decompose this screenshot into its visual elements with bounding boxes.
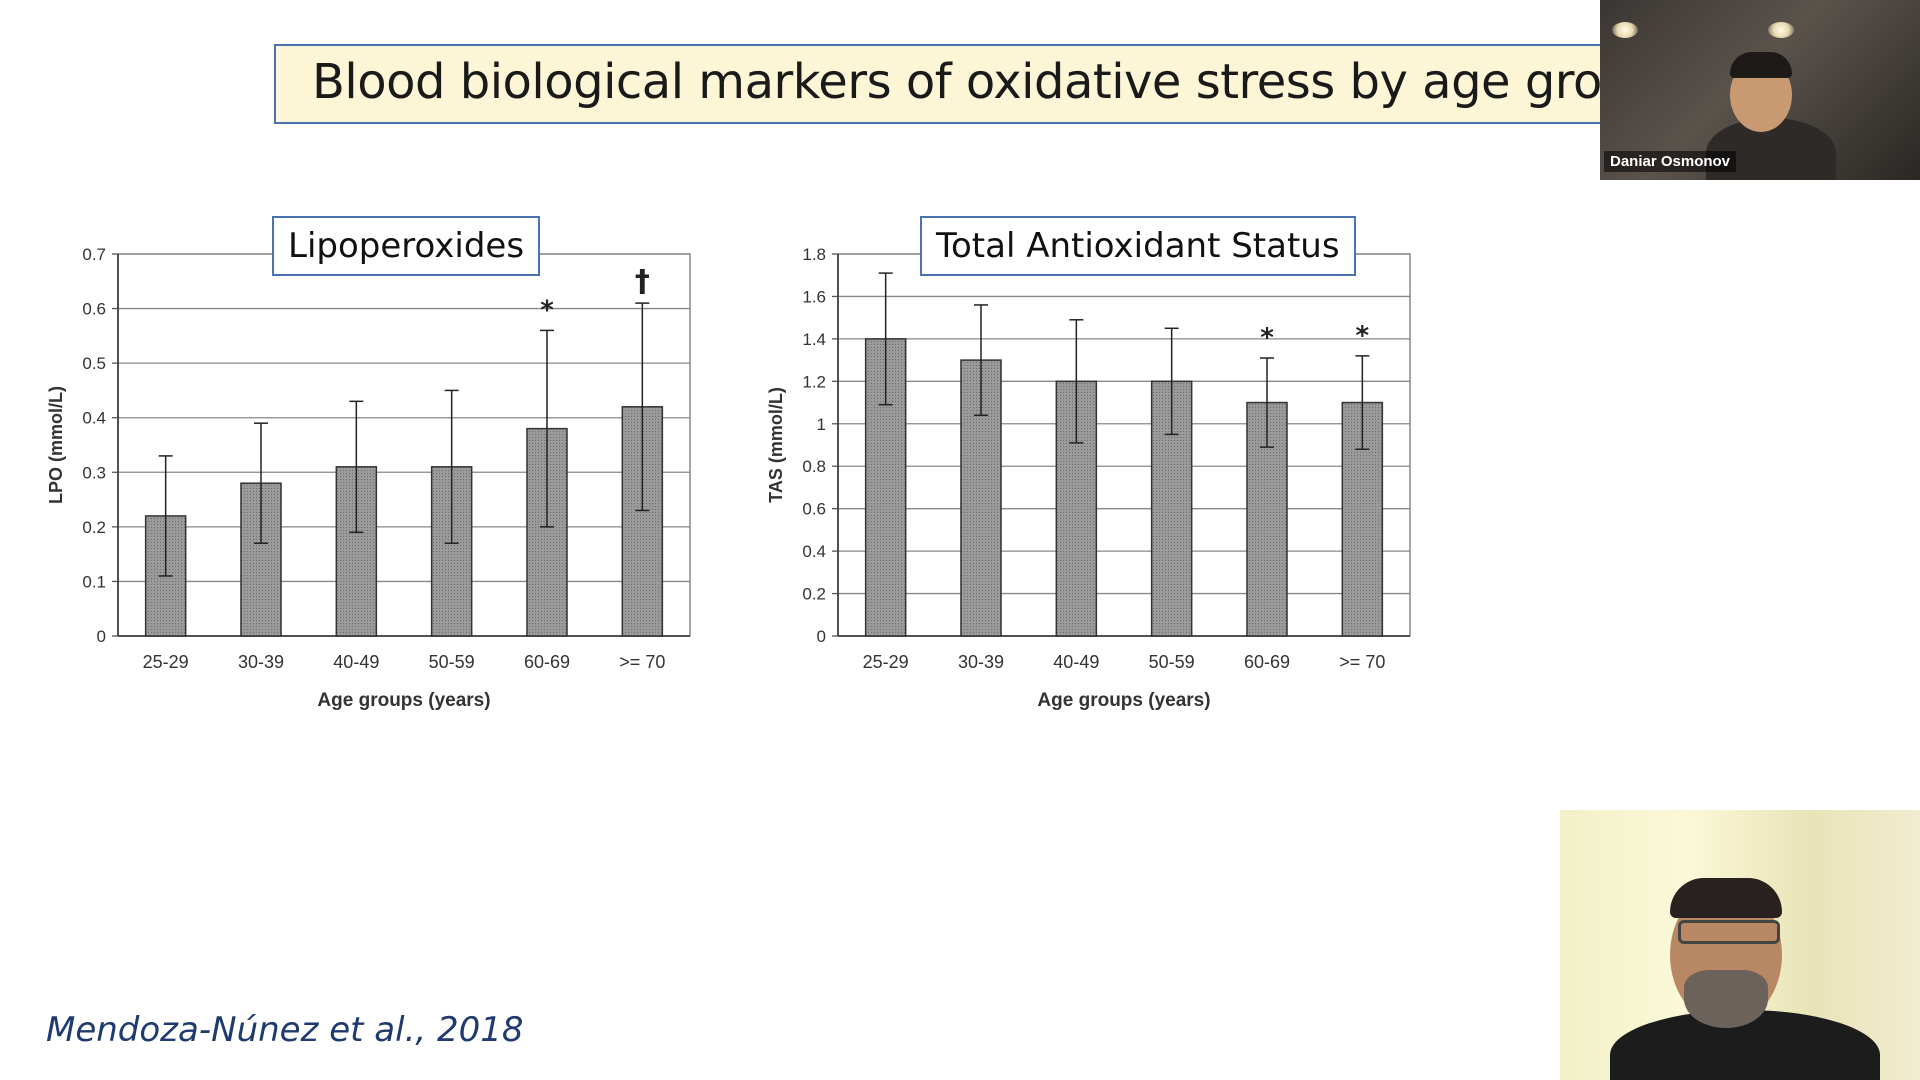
x-tick-label: 40-49: [1053, 652, 1099, 672]
x-tick-label: 60-69: [1244, 652, 1290, 672]
participant-hair: [1730, 52, 1792, 78]
participant-video-top[interactable]: Daniar Osmonov: [1600, 0, 1920, 180]
significance-marker: †: [635, 264, 650, 299]
plot-frame: [837, 253, 1411, 637]
x-axis-label: Age groups (years): [1037, 690, 1210, 711]
x-axis-label: Age groups (years): [317, 690, 490, 711]
slide-title: Blood biological markers of oxidative st…: [312, 54, 1604, 110]
x-tick-label: 25-29: [863, 652, 909, 672]
y-tick-label: 1.6: [802, 287, 826, 306]
significance-marker: *: [1356, 321, 1370, 351]
x-tick-label: 60-69: [524, 652, 570, 672]
glasses-icon: [1678, 920, 1780, 944]
x-tick-label: 50-59: [1149, 652, 1195, 672]
participant-video-bottom[interactable]: [1560, 810, 1920, 1080]
y-tick-label: 1.2: [802, 372, 826, 391]
lamp-light: [1612, 22, 1638, 38]
y-tick-label: 0.5: [82, 354, 106, 373]
x-tick-label: 30-39: [958, 652, 1004, 672]
y-tick-label: 0.4: [802, 542, 826, 561]
tas-chart-svg: 0 0.2 0.4 0.6 0.8 1 1.2 1.4 1.6 1.8 25-29 30-39 40-4…: [766, 245, 1411, 711]
y-tick-label: 0.3: [82, 463, 106, 482]
bar: [1055, 380, 1098, 637]
x-tick-label: 50-59: [429, 652, 475, 672]
y-tick-label: 0.6: [802, 500, 826, 519]
y-tick-label: 0.6: [82, 300, 106, 319]
x-tick-label: >= 70: [619, 652, 665, 672]
participant-name-tag: Daniar Osmonov: [1604, 151, 1737, 172]
lipoperoxides-chart-svg: 0 0.1 0.2 0.3 0.4 0.5 0.6 0.7 25-29 30-39 40-49 50-…: [46, 245, 691, 711]
y-tick-label: 0.4: [82, 409, 106, 428]
y-axis-label: TAS (mmol/L): [766, 387, 786, 503]
lamp-light: [1768, 22, 1794, 38]
y-tick-label: 1: [817, 415, 826, 434]
y-tick-label: 0: [97, 627, 106, 646]
lipoperoxides-chart: 0 0.1 0.2 0.3 0.4 0.5 0.6 0.7 25-29 30-39 40-49 50-…: [40, 200, 760, 720]
x-tick-label: 25-29: [143, 652, 189, 672]
significance-marker: *: [540, 295, 554, 325]
y-tick-label: 1.8: [802, 245, 826, 264]
participant-hair: [1670, 878, 1782, 918]
y-axis-label: LPO (mmol/L): [46, 386, 66, 504]
plot-frame: [117, 253, 691, 637]
y-tick-label: 0: [817, 627, 826, 646]
participant-beard: [1684, 970, 1768, 1028]
slide-title-box: Blood biological markers of oxidative st…: [274, 44, 1604, 124]
citation: Mendoza-Núnez et al., 2018: [46, 1010, 524, 1050]
lipoperoxides-chart-title: Lipoperoxides: [272, 216, 541, 276]
tas-chart-title: Total Antioxidant Status: [920, 216, 1356, 276]
y-tick-label: 0.7: [82, 245, 106, 264]
significance-marker: *: [1260, 323, 1274, 353]
tas-chart: 0 0.2 0.4 0.6 0.8 1 1.2 1.4 1.6 1.8 25-29 30-39 40-4…: [760, 200, 1480, 720]
x-tick-label: 40-49: [333, 652, 379, 672]
x-tick-label: 30-39: [238, 652, 284, 672]
y-tick-label: 1.4: [802, 330, 826, 349]
y-tick-label: 0.2: [802, 585, 826, 604]
y-tick-label: 0.2: [82, 518, 106, 537]
y-tick-label: 0.1: [82, 572, 106, 591]
y-tick-label: 0.8: [802, 457, 826, 476]
x-tick-label: >= 70: [1339, 652, 1385, 672]
